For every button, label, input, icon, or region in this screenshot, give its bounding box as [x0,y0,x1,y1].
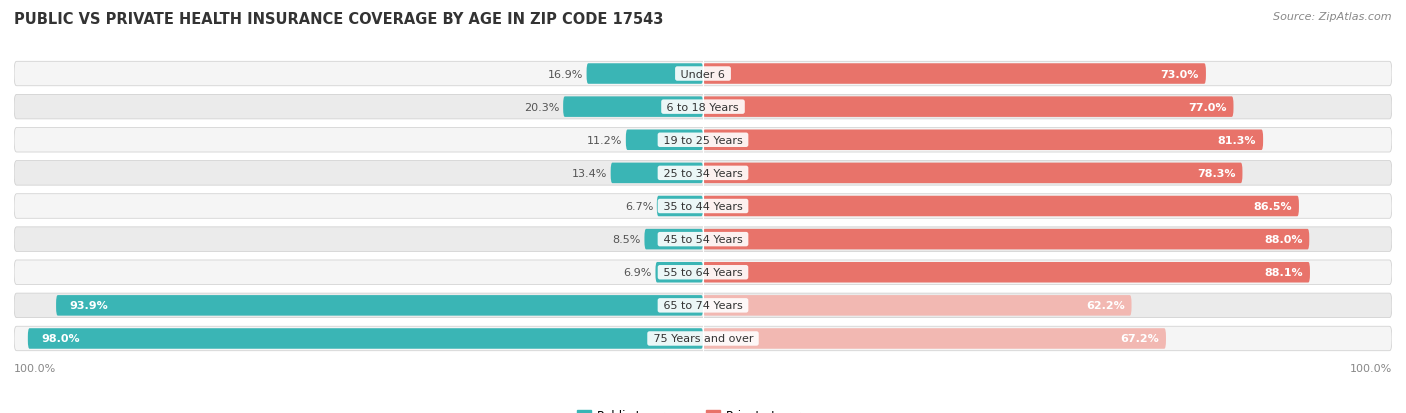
Text: 88.0%: 88.0% [1264,235,1302,244]
Text: PUBLIC VS PRIVATE HEALTH INSURANCE COVERAGE BY AGE IN ZIP CODE 17543: PUBLIC VS PRIVATE HEALTH INSURANCE COVER… [14,12,664,27]
FancyBboxPatch shape [703,262,1310,283]
Text: Under 6: Under 6 [678,69,728,79]
Legend: Public Insurance, Private Insurance: Public Insurance, Private Insurance [572,404,834,413]
FancyBboxPatch shape [610,163,703,184]
FancyBboxPatch shape [14,260,1392,285]
Text: 11.2%: 11.2% [588,135,623,145]
FancyBboxPatch shape [703,130,1263,151]
Text: 35 to 44 Years: 35 to 44 Years [659,202,747,211]
Text: 6 to 18 Years: 6 to 18 Years [664,102,742,112]
Text: 98.0%: 98.0% [42,334,80,344]
FancyBboxPatch shape [657,196,703,217]
Text: 8.5%: 8.5% [613,235,641,244]
FancyBboxPatch shape [703,64,1206,85]
Text: 62.2%: 62.2% [1085,301,1125,311]
FancyBboxPatch shape [564,97,703,118]
Text: 6.7%: 6.7% [626,202,654,211]
Text: 67.2%: 67.2% [1121,334,1159,344]
Text: 25 to 34 Years: 25 to 34 Years [659,169,747,178]
FancyBboxPatch shape [626,130,703,151]
FancyBboxPatch shape [644,229,703,250]
FancyBboxPatch shape [586,64,703,85]
FancyBboxPatch shape [14,161,1392,186]
Text: 16.9%: 16.9% [548,69,583,79]
Text: 100.0%: 100.0% [14,363,56,373]
Text: 6.9%: 6.9% [624,268,652,278]
FancyBboxPatch shape [28,328,703,349]
FancyBboxPatch shape [703,328,1166,349]
FancyBboxPatch shape [655,262,703,283]
FancyBboxPatch shape [14,227,1392,252]
Text: 81.3%: 81.3% [1218,135,1256,145]
Text: 45 to 54 Years: 45 to 54 Years [659,235,747,244]
Text: Source: ZipAtlas.com: Source: ZipAtlas.com [1274,12,1392,22]
FancyBboxPatch shape [703,229,1309,250]
Text: 65 to 74 Years: 65 to 74 Years [659,301,747,311]
FancyBboxPatch shape [703,163,1243,184]
Text: 20.3%: 20.3% [524,102,560,112]
FancyBboxPatch shape [703,295,1132,316]
FancyBboxPatch shape [703,196,1299,217]
Text: 19 to 25 Years: 19 to 25 Years [659,135,747,145]
Text: 73.0%: 73.0% [1161,69,1199,79]
FancyBboxPatch shape [14,95,1392,120]
Text: 13.4%: 13.4% [572,169,607,178]
Text: 100.0%: 100.0% [1350,363,1392,373]
FancyBboxPatch shape [14,62,1392,87]
FancyBboxPatch shape [14,326,1392,351]
Text: 88.1%: 88.1% [1264,268,1303,278]
Text: 75 Years and over: 75 Years and over [650,334,756,344]
FancyBboxPatch shape [14,194,1392,219]
Text: 86.5%: 86.5% [1253,202,1292,211]
FancyBboxPatch shape [14,293,1392,318]
FancyBboxPatch shape [14,128,1392,153]
FancyBboxPatch shape [703,97,1233,118]
Text: 93.9%: 93.9% [70,301,108,311]
Text: 55 to 64 Years: 55 to 64 Years [659,268,747,278]
FancyBboxPatch shape [56,295,703,316]
Text: 78.3%: 78.3% [1197,169,1236,178]
Text: 77.0%: 77.0% [1188,102,1226,112]
